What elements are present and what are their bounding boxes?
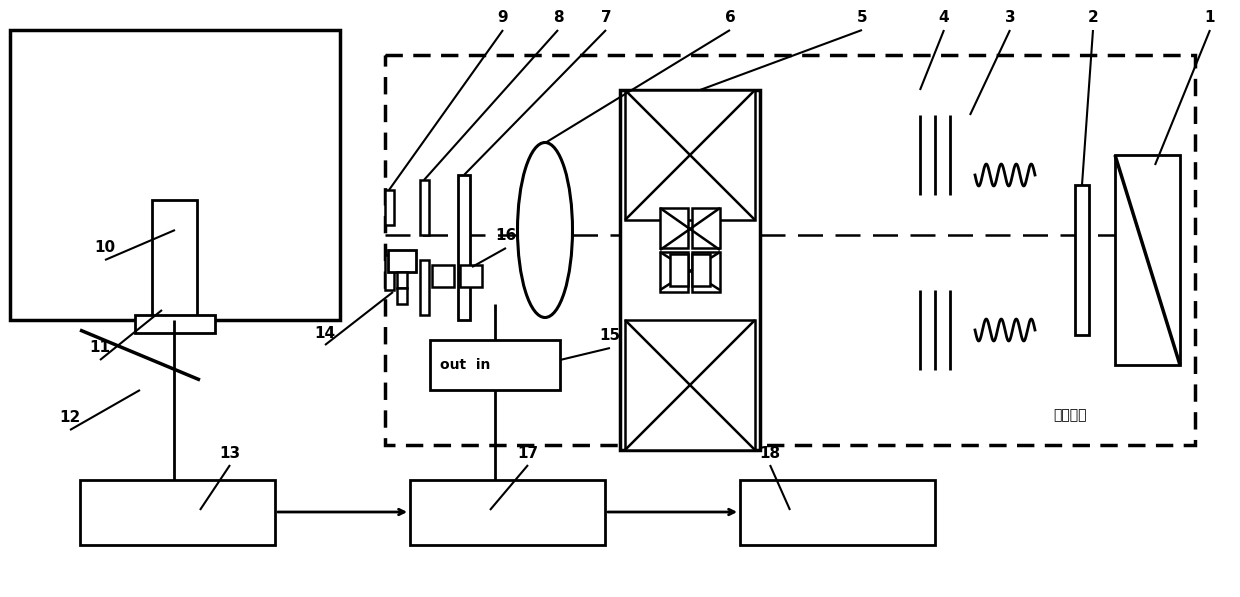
Bar	[388, 250, 415, 272]
Text: 5: 5	[857, 11, 867, 26]
Bar	[740, 480, 935, 545]
Bar	[620, 90, 760, 450]
Bar	[384, 190, 394, 225]
Bar	[432, 265, 454, 287]
Bar	[135, 315, 215, 333]
Text: 4: 4	[939, 11, 950, 26]
Bar	[692, 208, 720, 248]
Text: 18: 18	[759, 445, 780, 460]
Text: 6: 6	[724, 11, 735, 26]
Text: 真空环境: 真空环境	[1053, 408, 1086, 422]
Text: 15: 15	[599, 328, 620, 343]
Bar	[81, 480, 275, 545]
Bar	[692, 254, 711, 286]
Text: 3: 3	[1004, 11, 1016, 26]
Text: 16: 16	[495, 229, 517, 244]
Bar	[153, 200, 197, 320]
Bar	[670, 254, 688, 286]
Text: out  in: out in	[440, 358, 490, 372]
Bar	[692, 252, 720, 292]
Text: 8: 8	[553, 11, 563, 26]
Text: 10: 10	[94, 241, 115, 256]
Bar	[460, 265, 482, 287]
Bar	[10, 30, 340, 320]
Text: 13: 13	[219, 445, 241, 460]
Text: 11: 11	[89, 340, 110, 355]
Text: 17: 17	[517, 445, 538, 460]
Bar	[1075, 185, 1089, 335]
Bar	[625, 320, 755, 450]
Bar	[397, 272, 407, 288]
Text: 1: 1	[1205, 11, 1215, 26]
Bar	[660, 208, 688, 248]
Bar	[420, 180, 429, 235]
Ellipse shape	[517, 143, 573, 318]
Bar	[420, 260, 429, 315]
Bar	[410, 480, 605, 545]
Text: 14: 14	[315, 325, 336, 340]
Text: 7: 7	[600, 11, 611, 26]
Bar	[1115, 155, 1180, 365]
Bar	[625, 90, 755, 220]
Bar	[660, 252, 688, 292]
Text: 12: 12	[60, 411, 81, 426]
Bar	[384, 255, 394, 290]
Bar	[458, 175, 470, 320]
Text: 2: 2	[1087, 11, 1099, 26]
Text: 9: 9	[497, 11, 508, 26]
Bar	[430, 340, 560, 390]
Bar	[397, 288, 407, 304]
Bar	[384, 55, 1195, 445]
